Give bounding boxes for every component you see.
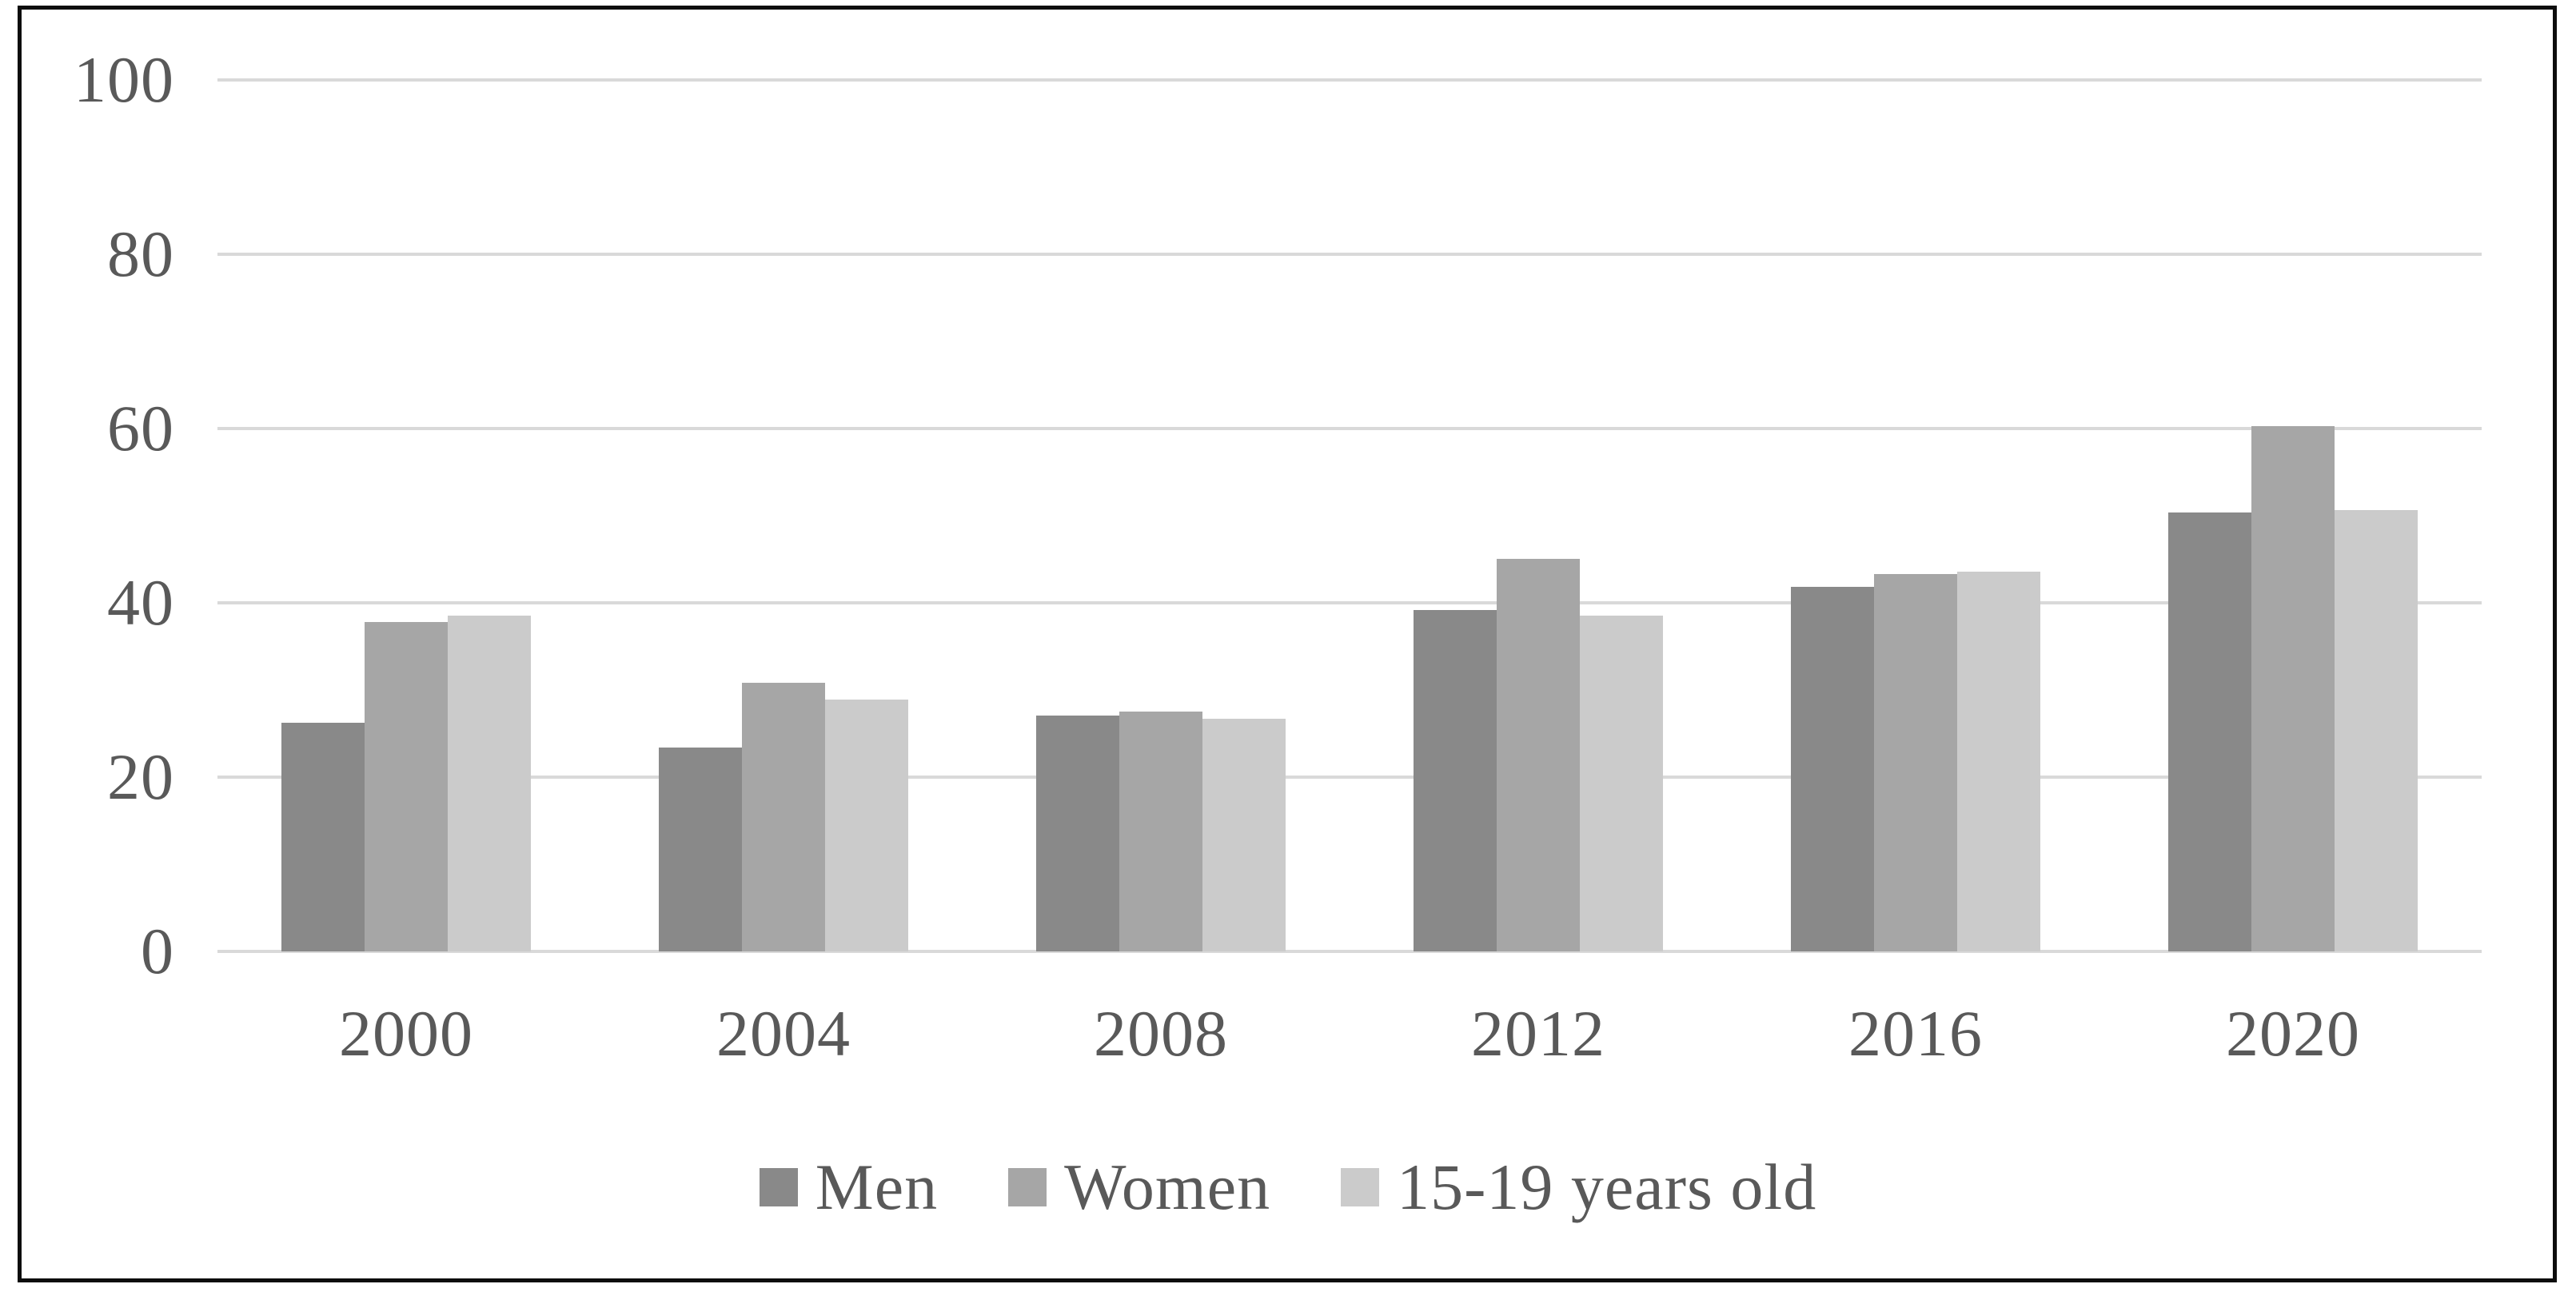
bar-15-19-years-old-2016 — [1957, 572, 2040, 951]
bar-15-19-years-old-2008 — [1202, 719, 1286, 951]
legend-item-15-19-years-old: 15-19 years old — [1341, 1150, 1816, 1225]
bar-women-2000 — [365, 622, 448, 951]
legend-label: Women — [1064, 1150, 1271, 1223]
gridline-y-0 — [217, 950, 2482, 953]
x-axis-tick-label: 2008 — [1094, 997, 1228, 1070]
gridline-y-80 — [217, 253, 2482, 256]
legend-swatch-icon — [1008, 1168, 1047, 1206]
legend-label: Men — [815, 1150, 939, 1223]
bar-men-2008 — [1036, 716, 1119, 951]
legend-label: 15-19 years old — [1397, 1150, 1817, 1223]
x-axis-tick-label: 2000 — [339, 997, 473, 1070]
bar-15-19-years-old-2020 — [2335, 510, 2418, 951]
y-axis-tick-label: 60 — [107, 392, 174, 465]
gridline-y-40 — [217, 601, 2482, 604]
bar-women-2012 — [1497, 559, 1580, 951]
bar-men-2020 — [2168, 512, 2251, 951]
x-axis-tick-label: 2004 — [716, 997, 851, 1070]
bar-men-2004 — [659, 748, 742, 951]
x-axis-tick-label: 2020 — [2226, 997, 2360, 1070]
bar-men-2000 — [281, 723, 365, 951]
y-axis-tick-label: 20 — [107, 740, 174, 813]
bar-women-2016 — [1874, 574, 1957, 951]
bar-men-2012 — [1414, 610, 1497, 951]
gridline-y-20 — [217, 776, 2482, 779]
legend-item-women: Women — [1008, 1150, 1270, 1225]
gridline-y-60 — [217, 427, 2482, 430]
bar-women-2020 — [2251, 426, 2335, 951]
legend-item-men: Men — [759, 1150, 939, 1225]
y-axis-tick-label: 40 — [107, 566, 174, 639]
x-axis-tick-label: 2016 — [1848, 997, 1983, 1070]
bar-women-2008 — [1119, 712, 1202, 951]
bar-men-2016 — [1791, 587, 1874, 951]
bar-15-19-years-old-2012 — [1580, 616, 1663, 951]
bar-women-2004 — [742, 683, 825, 951]
x-axis-tick-label: 2012 — [1471, 997, 1605, 1070]
bar-15-19-years-old-2004 — [825, 700, 908, 951]
y-axis-tick-label: 80 — [107, 217, 174, 290]
bar-15-19-years-old-2000 — [448, 616, 531, 951]
legend-swatch-icon — [1341, 1168, 1380, 1206]
gridline-y-100 — [217, 78, 2482, 82]
y-axis-tick-label: 0 — [141, 915, 174, 987]
legend: Men Women 15-19 years old — [0, 1150, 2576, 1225]
y-axis-tick-label: 100 — [74, 43, 174, 116]
legend-swatch-icon — [759, 1168, 798, 1206]
